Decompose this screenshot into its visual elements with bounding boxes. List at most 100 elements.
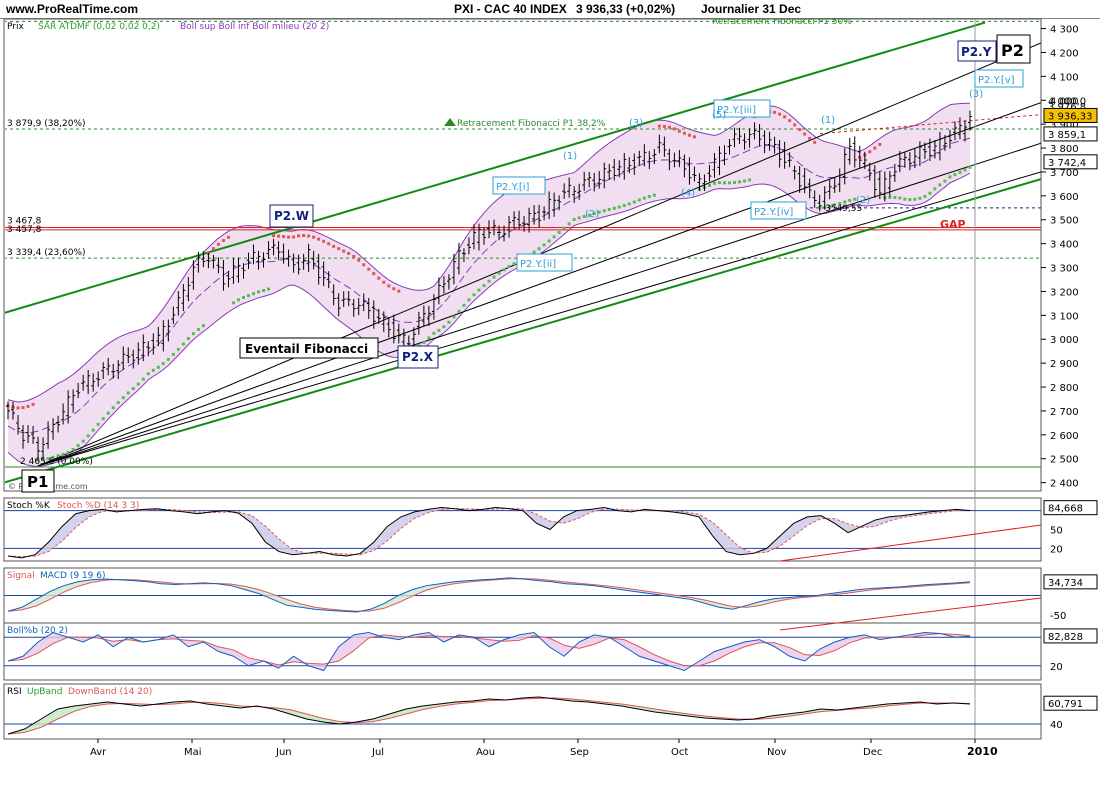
sar-dot [958,170,962,174]
sar-dot [96,422,100,426]
rsi-legend-up: UpBand [27,687,62,697]
sar-dot [352,255,356,259]
wave-n5: (5) [712,110,726,121]
stoch-legend-d: Stoch %D (14 3 3) [57,501,139,511]
sar-dot [196,327,200,331]
sar-dot [41,458,45,462]
sar-dot [337,247,341,251]
sar-dot [21,406,25,410]
sar-dot [577,216,581,220]
fan-line [37,171,1041,467]
x-tick-label: Oct [671,747,688,758]
wave-yv-box [974,69,1024,88]
sar-dot [56,454,60,458]
sar-dot [612,206,616,210]
wave-p2-box [996,34,1031,64]
sar-dot [562,226,566,230]
wave-p1: P1 [21,469,55,493]
sar-dot [913,197,917,201]
indicator-line [7,631,971,672]
indicator-tick-label: 20 [1050,544,1063,555]
wave-yv-text: P2.Y.[v] [978,75,1015,86]
wave-p1-text: P1 [27,473,48,491]
sar-dot [743,179,747,183]
sar-dot [647,195,651,199]
sar-dot [267,287,271,291]
y-tick-label: 3 900 [1050,120,1079,131]
y-tick-label: 3 500 [1050,216,1079,227]
sar-dot [793,123,797,127]
y-tick-label: 2 500 [1050,455,1079,466]
wave-yii-text: P2.Y.[ii] [520,259,556,270]
sar-dot [257,290,261,294]
indicator-value-box [1043,574,1098,590]
sar-dot [26,404,30,408]
y-tick-label: 3 000 [1050,335,1079,346]
sar-dot [542,243,546,247]
y-tick-label: 2 400 [1050,479,1079,490]
sar-dot [136,382,140,386]
x-axis: Avr Mai Jun Jul Aou Sep Oct Nov Dec 2010 [90,739,998,758]
sar-dot [141,377,145,381]
sar-dot [116,401,120,405]
indicator-fill [8,632,970,671]
fib-retrace-top-label: Retracement Fibonacci P1 50% [712,18,852,27]
indicator-line [7,506,971,559]
sar-dot [587,213,591,217]
sar-dot [572,218,576,222]
y-tick-label: 4 000 [1050,96,1079,107]
sar-dot [748,178,752,182]
x-tick-label: Jul [371,747,384,758]
sar-dot [297,234,301,238]
price-tag-box [1043,107,1098,123]
wave-p2: P2 [996,34,1031,64]
stoch-legend-k: Stoch %K [7,501,51,511]
sar-dot [918,196,922,200]
sar-dot [462,303,466,307]
sar-dot [532,250,536,254]
sar-dot [627,202,631,206]
sar-dot [632,200,636,204]
sar-dot [61,452,65,456]
wave-p2w-text: P2.W [274,209,309,223]
sar-dot [272,234,276,238]
price-tag-label: 3 936,33 [1048,111,1093,122]
indicator-value: 60,791 [1048,699,1083,710]
chart-title: PXI - CAC 40 INDEX [454,2,567,16]
sar-dot [126,391,130,395]
y-tick-label: 3 800 [1050,144,1079,155]
sar-dot [637,198,641,202]
wave-p2x-text: P2.X [402,350,434,364]
wave-p2w-box [269,204,314,228]
sar-dot [597,210,601,214]
sar-dot [657,124,661,128]
sar-dot [898,196,902,200]
x-tick-label: Aou [476,747,495,758]
y-tick-label: 4 200 [1050,48,1079,59]
gap-level-label-2: 3 457,8 [7,225,42,235]
header-bar: www.ProRealTime.com PXI - CAC 40 INDEX 3… [0,0,1100,19]
site-name[interactable]: www.ProRealTime.com [6,2,139,16]
sar-dot [547,239,551,243]
indicator-tick-label: -50 [1050,611,1066,622]
sar-dot [733,180,737,184]
stoch-series [4,506,1042,562]
wave-p2-text: P2 [1001,41,1024,60]
sar-dot [943,179,947,183]
sar-dot [121,396,125,400]
sar-dot [191,332,195,336]
sar-dot [442,325,446,329]
fan-line [37,102,1041,467]
chart-area: 4 300 4 200 4 100 4 000 3 900 3 800 3 700 3 600… [3,18,1098,758]
wave-p2x-box [397,345,439,369]
main-y-axis: 4 300 4 200 4 100 4 000 3 900 3 800 3 700 3 600… [1041,25,1098,490]
sar-dot [853,197,857,201]
sar-dot [432,331,436,335]
y-tick-label: 4 100 [1050,72,1079,83]
sar-dot [51,455,55,459]
gap-label: GAP [940,218,966,231]
sar-dot [241,295,245,299]
wave-yii-box [516,253,573,272]
fan-label-box [239,337,379,359]
fib-retrace-label: Retracement Fibonacci P1 38,2% [457,119,606,129]
